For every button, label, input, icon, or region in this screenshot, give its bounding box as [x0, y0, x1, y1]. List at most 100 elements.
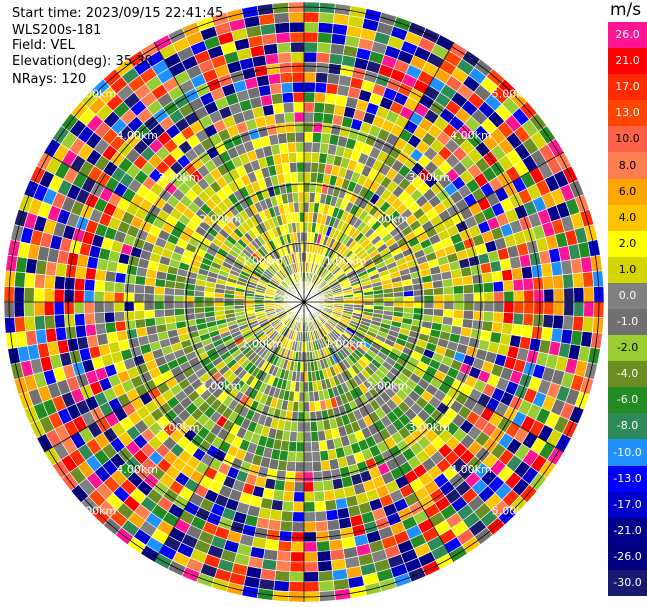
velocity-bin	[314, 500, 327, 513]
colorbar-level-label: -21.0	[613, 523, 642, 537]
velocity-bin	[93, 279, 106, 292]
velocity-bin	[312, 470, 324, 483]
velocity-bin	[472, 282, 485, 294]
velocity-bin	[442, 309, 455, 319]
velocity-bin	[313, 480, 325, 493]
velocity-bin	[513, 301, 525, 314]
range-ring-label: 1.00km	[325, 338, 367, 351]
velocity-bin	[542, 314, 554, 329]
velocity-bin	[303, 191, 311, 203]
velocity-bin	[552, 314, 564, 330]
velocity-bin	[513, 290, 525, 303]
velocity-bin	[280, 510, 294, 523]
velocity-bin	[313, 101, 326, 114]
velocity-bin	[303, 41, 318, 53]
velocity-bin	[403, 301, 415, 309]
velocity-bin	[285, 131, 296, 144]
velocity-bin	[315, 530, 330, 542]
velocity-bin	[283, 111, 295, 124]
colorbar-level-label: -17.0	[613, 497, 642, 511]
velocity-bin	[133, 301, 145, 312]
velocity-bin	[553, 301, 565, 316]
velocity-bin	[303, 81, 316, 93]
velocity-bin	[481, 320, 494, 333]
velocity-bin	[463, 301, 475, 312]
velocity-bin	[303, 411, 311, 423]
velocity-bin	[23, 287, 35, 303]
velocity-bin	[262, 43, 279, 56]
velocity-bin	[393, 291, 405, 298]
velocity-bin	[303, 381, 310, 393]
velocity-bin	[293, 201, 300, 213]
velocity-bin	[471, 273, 484, 285]
velocity-bin	[173, 301, 185, 310]
velocity-bin	[303, 441, 313, 453]
velocity-bin	[303, 551, 318, 563]
velocity-bin	[326, 72, 341, 86]
velocity-bin	[326, 518, 341, 532]
velocity-bin	[282, 490, 295, 503]
velocity-bin	[316, 42, 332, 54]
colorbar-level-label: 2.0	[618, 236, 637, 250]
velocity-bin	[540, 262, 553, 278]
velocity-bin	[288, 11, 305, 23]
velocity-bin	[272, 489, 285, 502]
range-ring-label: 3.00km	[158, 421, 200, 434]
velocity-bin	[314, 510, 328, 523]
velocity-bin	[317, 32, 333, 44]
velocity-bin	[307, 381, 314, 393]
velocity-bin	[290, 551, 305, 563]
velocity-bin	[262, 548, 279, 561]
velocity-bin	[462, 310, 475, 321]
velocity-bin	[512, 278, 525, 292]
velocity-bin	[317, 560, 333, 572]
range-ring-label: 5.00km	[492, 87, 534, 100]
velocity-bin	[423, 288, 435, 297]
colorbar-level-label: -26.0	[613, 549, 642, 563]
velocity-bin	[288, 581, 305, 593]
velocity-bin	[289, 561, 305, 573]
velocity-bin	[582, 316, 594, 333]
velocity-bin	[74, 324, 88, 339]
velocity-bin	[277, 52, 292, 64]
velocity-bin	[83, 278, 96, 292]
velocity-bin	[550, 260, 563, 277]
velocity-bin	[353, 298, 365, 303]
velocity-bin	[113, 281, 126, 293]
velocity-bin	[317, 570, 334, 582]
velocity-bin	[64, 313, 76, 328]
velocity-bin	[286, 141, 297, 154]
velocity-bin	[314, 91, 327, 104]
velocity-bin	[443, 293, 455, 303]
field-label: Field: VEL	[12, 38, 75, 53]
velocity-bin	[312, 131, 323, 144]
velocity-bin	[319, 449, 330, 462]
velocity-bin	[298, 391, 305, 403]
velocity-bin	[83, 312, 96, 326]
velocity-bin	[303, 481, 315, 493]
velocity-bin	[492, 280, 505, 293]
velocity-bin	[278, 530, 293, 542]
velocity-bin	[563, 301, 575, 317]
colorbar-level-label: -4.0	[616, 367, 639, 381]
velocity-bin	[298, 211, 305, 223]
velocity-bin	[583, 286, 595, 303]
velocity-bin	[153, 301, 165, 311]
velocity-bin	[303, 351, 308, 363]
velocity-bin	[363, 298, 375, 303]
velocity-bin	[294, 131, 305, 143]
velocity-bin	[373, 297, 385, 303]
colorbar-level-label: 26.0	[615, 28, 640, 42]
velocity-bin	[403, 295, 415, 303]
velocity-bin	[452, 284, 465, 295]
velocity-bin	[292, 511, 305, 523]
colorbar-level-label: 4.0	[618, 210, 637, 224]
velocity-bin	[73, 301, 85, 315]
velocity-bin	[54, 314, 66, 329]
velocity-bin	[133, 292, 145, 303]
velocity-bin	[275, 560, 291, 572]
velocity-bin	[45, 327, 58, 344]
velocity-bin	[143, 284, 156, 295]
velocity-bin	[491, 270, 504, 283]
